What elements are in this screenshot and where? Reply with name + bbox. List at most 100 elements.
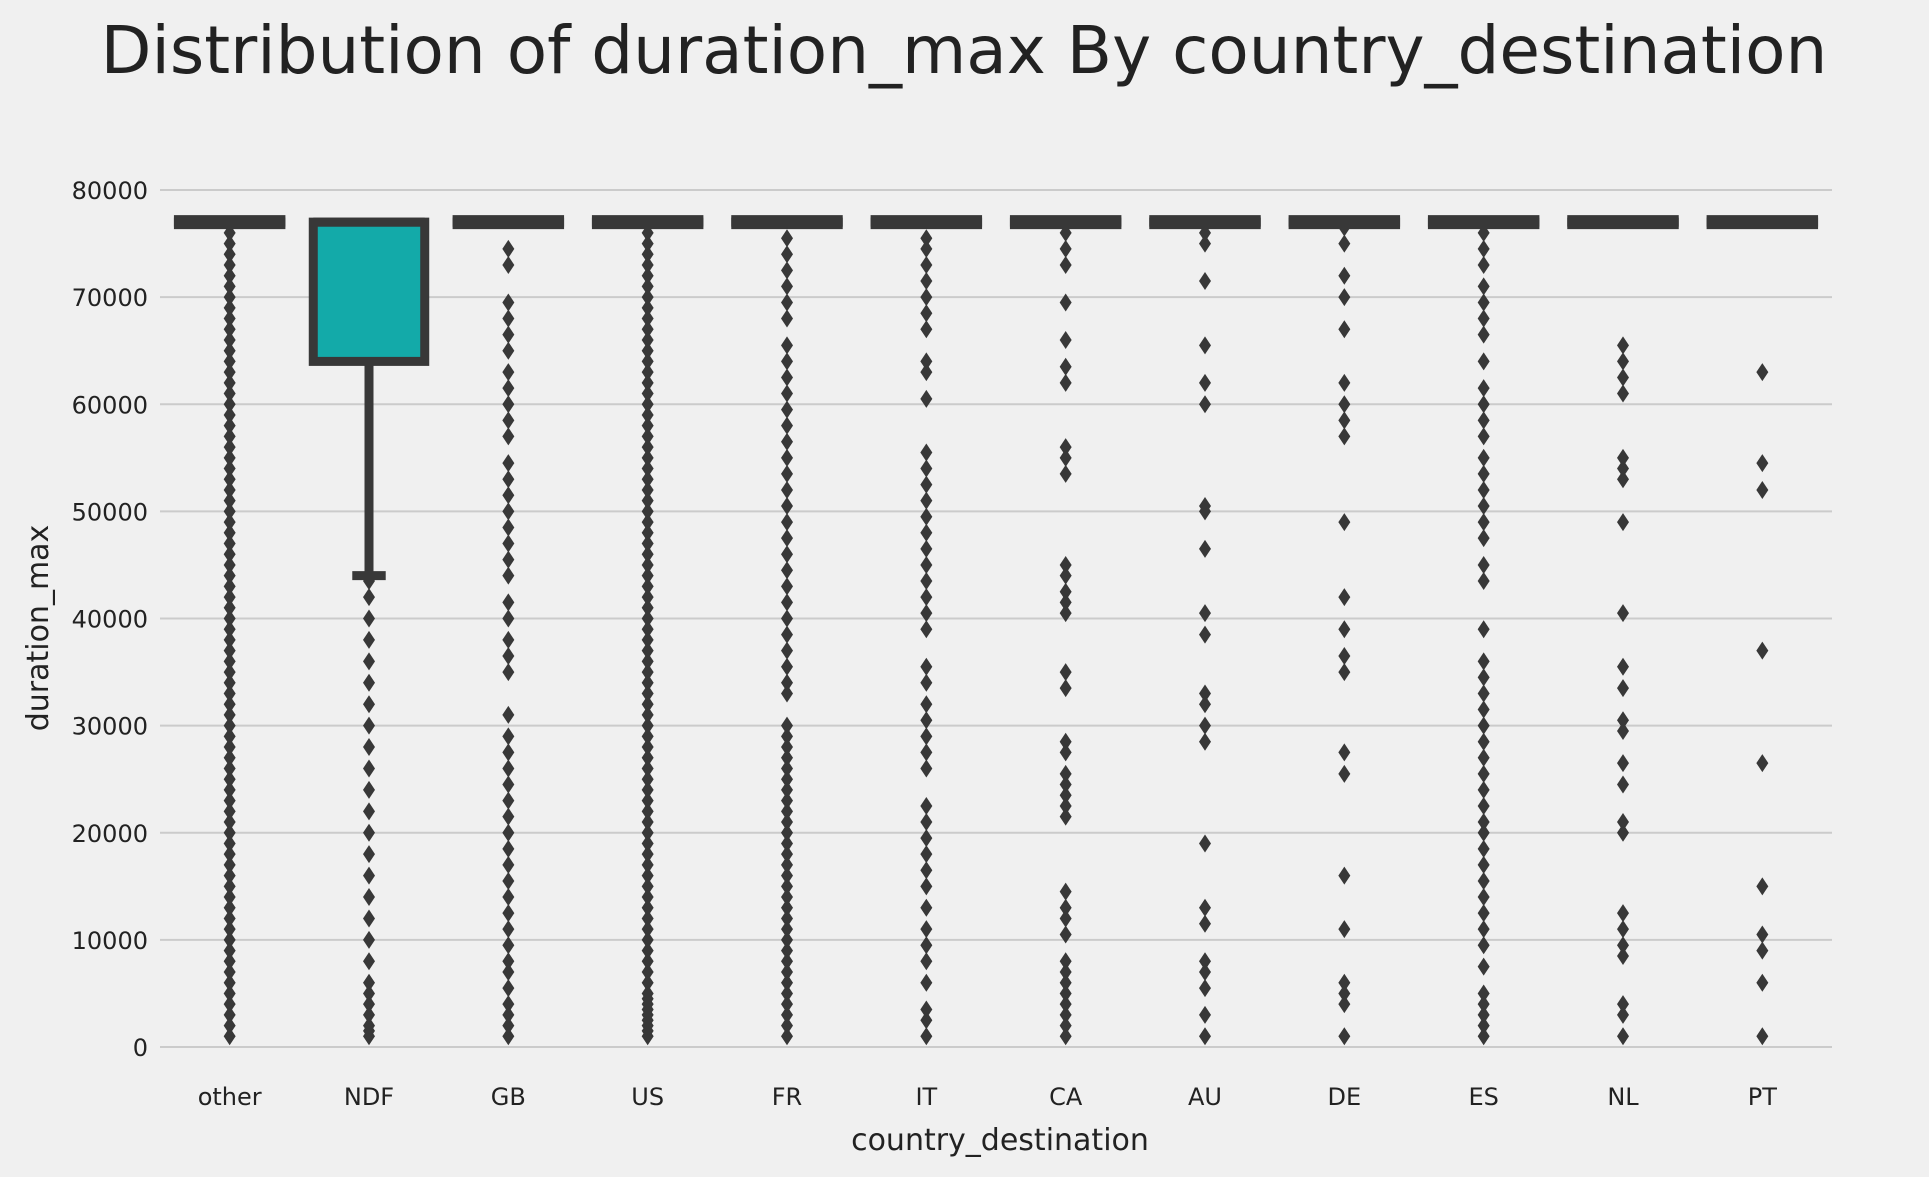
outlier-point: [502, 807, 515, 826]
outlier-point: [1477, 497, 1490, 516]
outlier-point: [1756, 1027, 1769, 1046]
outlier-point: [920, 239, 933, 258]
outlier-point: [781, 657, 793, 676]
outlier-point: [1059, 775, 1072, 794]
outlier-point: [1059, 255, 1072, 274]
outlier-point: [920, 475, 933, 494]
outlier-point: [781, 577, 793, 596]
outlier-point: [363, 973, 375, 992]
outlier-point: [1756, 363, 1769, 382]
outlier-point: [641, 545, 654, 564]
outlier-point: [1477, 796, 1490, 815]
outlier-point: [641, 855, 654, 874]
outlier-point: [1059, 764, 1072, 783]
outlier-point: [223, 770, 236, 789]
outlier-point: [920, 491, 933, 510]
y-gridlines: [160, 189, 1832, 1048]
outlier-point: [1756, 754, 1769, 773]
outlier-point: [1059, 1027, 1072, 1046]
outlier-point: [1338, 973, 1351, 992]
outlier-point: [1477, 529, 1490, 548]
outlier-point: [363, 780, 375, 799]
outlier-point: [920, 829, 933, 848]
outlier-point: [502, 309, 515, 328]
outlier-point: [223, 738, 236, 757]
outlier-point: [363, 695, 375, 714]
outlier-point: [223, 620, 236, 639]
outlier-point: [223, 630, 236, 649]
y-tick-label: 70000: [72, 284, 148, 312]
outlier-point: [223, 995, 236, 1014]
outlier-point: [1617, 657, 1629, 676]
outlier-point: [781, 625, 793, 644]
outlier-point: [502, 395, 515, 414]
outlier-point: [1199, 952, 1211, 971]
outlier-point: [1338, 743, 1351, 762]
outlier-point: [363, 930, 375, 949]
outlier-point: [363, 1016, 375, 1035]
outlier-point: [641, 341, 654, 360]
box-group-PT: [1706, 215, 1819, 1046]
y-axis-label: duration_max: [21, 525, 56, 732]
outlier-point: [920, 920, 933, 939]
outlier-point: [781, 480, 793, 499]
outlier-point: [1617, 448, 1629, 467]
outlier-point: [1059, 743, 1072, 762]
outlier-point: [502, 630, 515, 649]
y-tick-label: 0: [133, 1034, 148, 1062]
outlier-point: [781, 593, 793, 612]
outlier-point: [920, 743, 933, 762]
outlier-point: [1477, 855, 1490, 874]
x-tick-label: DE: [1328, 1083, 1362, 1111]
outlier-point: [223, 716, 236, 735]
outlier-point: [1059, 330, 1072, 349]
box-group-CA: [1009, 215, 1122, 1046]
outlier-point: [1617, 775, 1629, 794]
outlier-point: [1338, 373, 1351, 392]
outlier-point: [641, 352, 654, 371]
outlier-point: [781, 813, 793, 832]
outlier-point: [223, 266, 236, 285]
outlier-point: [1617, 711, 1629, 730]
outlier-point: [781, 1016, 793, 1035]
outlier-point: [781, 529, 793, 548]
outlier-point: [1199, 963, 1211, 982]
x-tick-label: other: [198, 1083, 262, 1111]
outlier-point: [502, 502, 515, 521]
outlier-point: [502, 239, 515, 258]
outlier-point: [1477, 277, 1490, 296]
outlier-point: [223, 534, 236, 553]
outlier-point: [781, 738, 793, 757]
outlier-point: [502, 727, 515, 746]
outlier-point: [1477, 813, 1490, 832]
outlier-point: [1617, 1027, 1629, 1046]
outlier-point: [363, 572, 375, 591]
box-group-FR: [731, 215, 843, 1046]
outlier-point: [1477, 239, 1490, 258]
outlier-point: [502, 550, 515, 569]
outlier-point: [1617, 754, 1629, 773]
outlier-point: [223, 663, 236, 682]
outlier-point: [1477, 839, 1490, 858]
outlier-point: [1617, 995, 1629, 1014]
outlier-point: [641, 738, 654, 757]
outlier-point: [223, 523, 236, 542]
box: [308, 217, 430, 366]
outlier-point: [1059, 952, 1072, 971]
outlier-point: [223, 566, 236, 585]
outlier-point: [1059, 593, 1072, 612]
outlier-point: [641, 384, 654, 403]
outlier-point: [1338, 920, 1351, 939]
outlier-point: [1477, 352, 1490, 371]
outlier-point: [223, 459, 236, 478]
outlier-point: [223, 877, 236, 896]
outlier-point: [1059, 555, 1072, 574]
x-tick-label: ES: [1468, 1083, 1498, 1111]
outlier-point: [920, 459, 933, 478]
outlier-point: [223, 941, 236, 960]
outlier-point: [1477, 716, 1490, 735]
outlier-point: [641, 234, 654, 253]
outlier-point: [1477, 780, 1490, 799]
outlier-point: [502, 609, 515, 628]
outlier-point: [781, 866, 793, 885]
